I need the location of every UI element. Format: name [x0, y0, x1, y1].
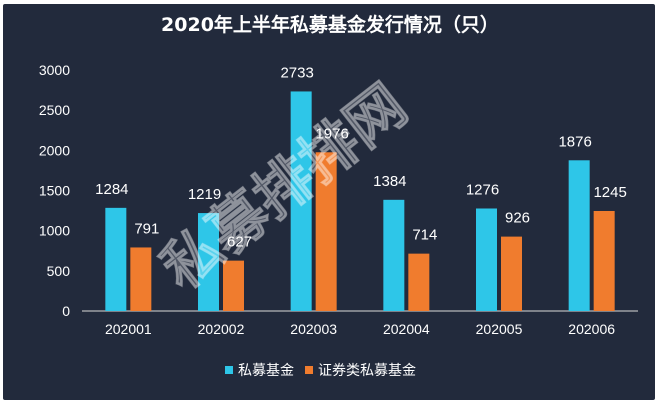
legend-swatch	[225, 366, 233, 374]
data-label: 1219	[188, 186, 221, 203]
bar-securities-private-fund	[593, 210, 615, 311]
x-tick-label: 202003	[290, 321, 337, 337]
bar-private-fund	[290, 91, 312, 311]
bar-securities-private-fund	[501, 236, 522, 311]
x-tick-label: 202001	[105, 321, 152, 337]
bar-securities-private-fund	[223, 260, 244, 311]
y-tick-label: 2500	[39, 102, 70, 118]
data-label: 1876	[558, 133, 591, 150]
x-tick-label: 202005	[476, 321, 523, 337]
data-label: 1245	[593, 184, 626, 201]
data-label: 1976	[315, 125, 348, 142]
x-tick-label: 202004	[383, 321, 430, 337]
bar-private-fund	[476, 208, 497, 311]
bar-private-fund	[383, 199, 405, 311]
y-tick-label: 1000	[39, 223, 70, 239]
bar-securities-private-fund	[130, 247, 152, 311]
data-label: 926	[505, 210, 530, 227]
x-tick-label: 202006	[568, 321, 615, 337]
chart-title: 2020年上半年私募基金发行情况（只）	[161, 13, 499, 36]
legend: 私募基金 证券类私募基金	[225, 362, 416, 379]
y-tick-label: 500	[47, 263, 71, 279]
data-label: 791	[134, 220, 159, 237]
legend-label: 证券类私募基金	[318, 362, 416, 379]
y-tick-label: 2000	[39, 142, 70, 158]
data-label: 627	[227, 234, 252, 251]
bar-securities-private-fund	[408, 253, 430, 311]
legend-label: 私募基金	[238, 362, 294, 379]
bar-private-fund	[198, 213, 219, 311]
bars-group: 1284 791 1219 627 2733 1976 1384 714 1276 926 1876…	[95, 64, 627, 311]
y-axis-ticks: 0 500 1000 1500 2000 2500 3000	[39, 62, 70, 319]
x-axis-ticks: 202001 202002 202003 202004 202005 202006	[105, 321, 615, 337]
bar-securities-private-fund	[315, 152, 337, 311]
data-label: 1384	[373, 173, 406, 190]
legend-swatch	[305, 366, 313, 374]
data-label: 714	[412, 227, 437, 244]
data-label: 1284	[95, 181, 128, 198]
y-tick-label: 3000	[39, 62, 70, 78]
data-label: 1276	[466, 181, 499, 198]
y-tick-label: 0	[62, 303, 70, 319]
y-tick-label: 1500	[39, 183, 70, 199]
data-label: 2733	[280, 64, 313, 81]
x-tick-label: 202002	[198, 321, 245, 337]
bar-private-fund	[568, 160, 590, 311]
bar-private-fund	[105, 207, 127, 311]
